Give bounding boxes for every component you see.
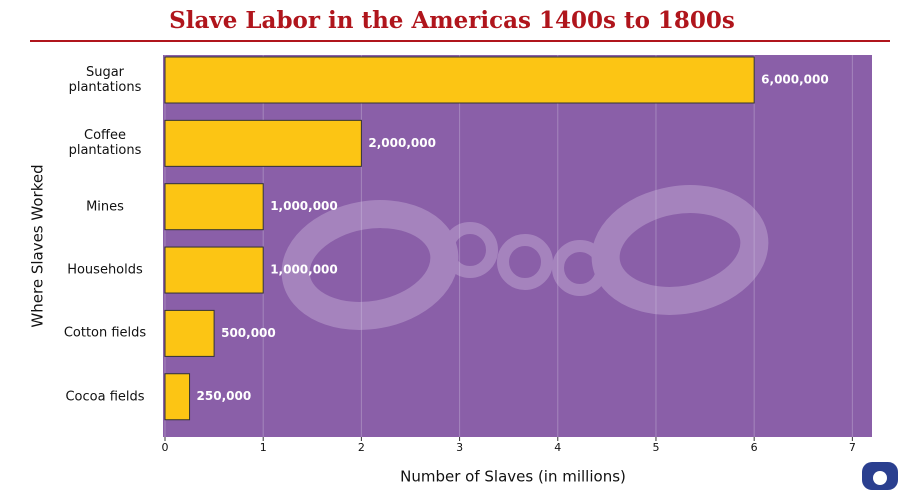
value-label: 250,000 [197,389,252,403]
y-tick-label: Cocoa fields [65,389,145,405]
value-label: 1,000,000 [270,263,338,277]
x-tick-label: 7 [849,441,856,454]
y-tick-label: Coffee plantations [68,128,142,159]
y-tick-label: Cotton fields [63,325,147,341]
bar [164,119,362,167]
x-tick-label: 5 [652,441,659,454]
y-tick-label: Households [67,262,143,278]
y-tick-label: Sugar plantations [68,65,142,95]
y-tick-label: Mines [86,199,124,215]
value-label: 500,000 [221,326,276,340]
x-tick-label: 2 [358,441,365,454]
value-label: 2,000,000 [368,136,436,150]
bar [164,56,755,104]
chain-watermark [281,185,769,330]
x-axis-title: Number of Slaves (in millions) [400,468,626,486]
x-tick-label: 0 [162,441,169,454]
logo [862,462,898,490]
bar [164,373,191,421]
y-axis-title: Where Slaves Worked [29,164,47,327]
x-tick-label: 1 [260,441,267,454]
value-label: 6,000,000 [761,73,829,87]
x-tick-label: 6 [751,441,758,454]
value-label: 1,000,000 [270,199,338,213]
bar [164,309,215,357]
x-tick-label: 4 [554,441,561,454]
chart-title: Slave Labor in the Americas 1400s to 180… [169,7,735,34]
bar [164,246,264,294]
x-tick-label: 3 [456,441,463,454]
bar [164,183,264,231]
